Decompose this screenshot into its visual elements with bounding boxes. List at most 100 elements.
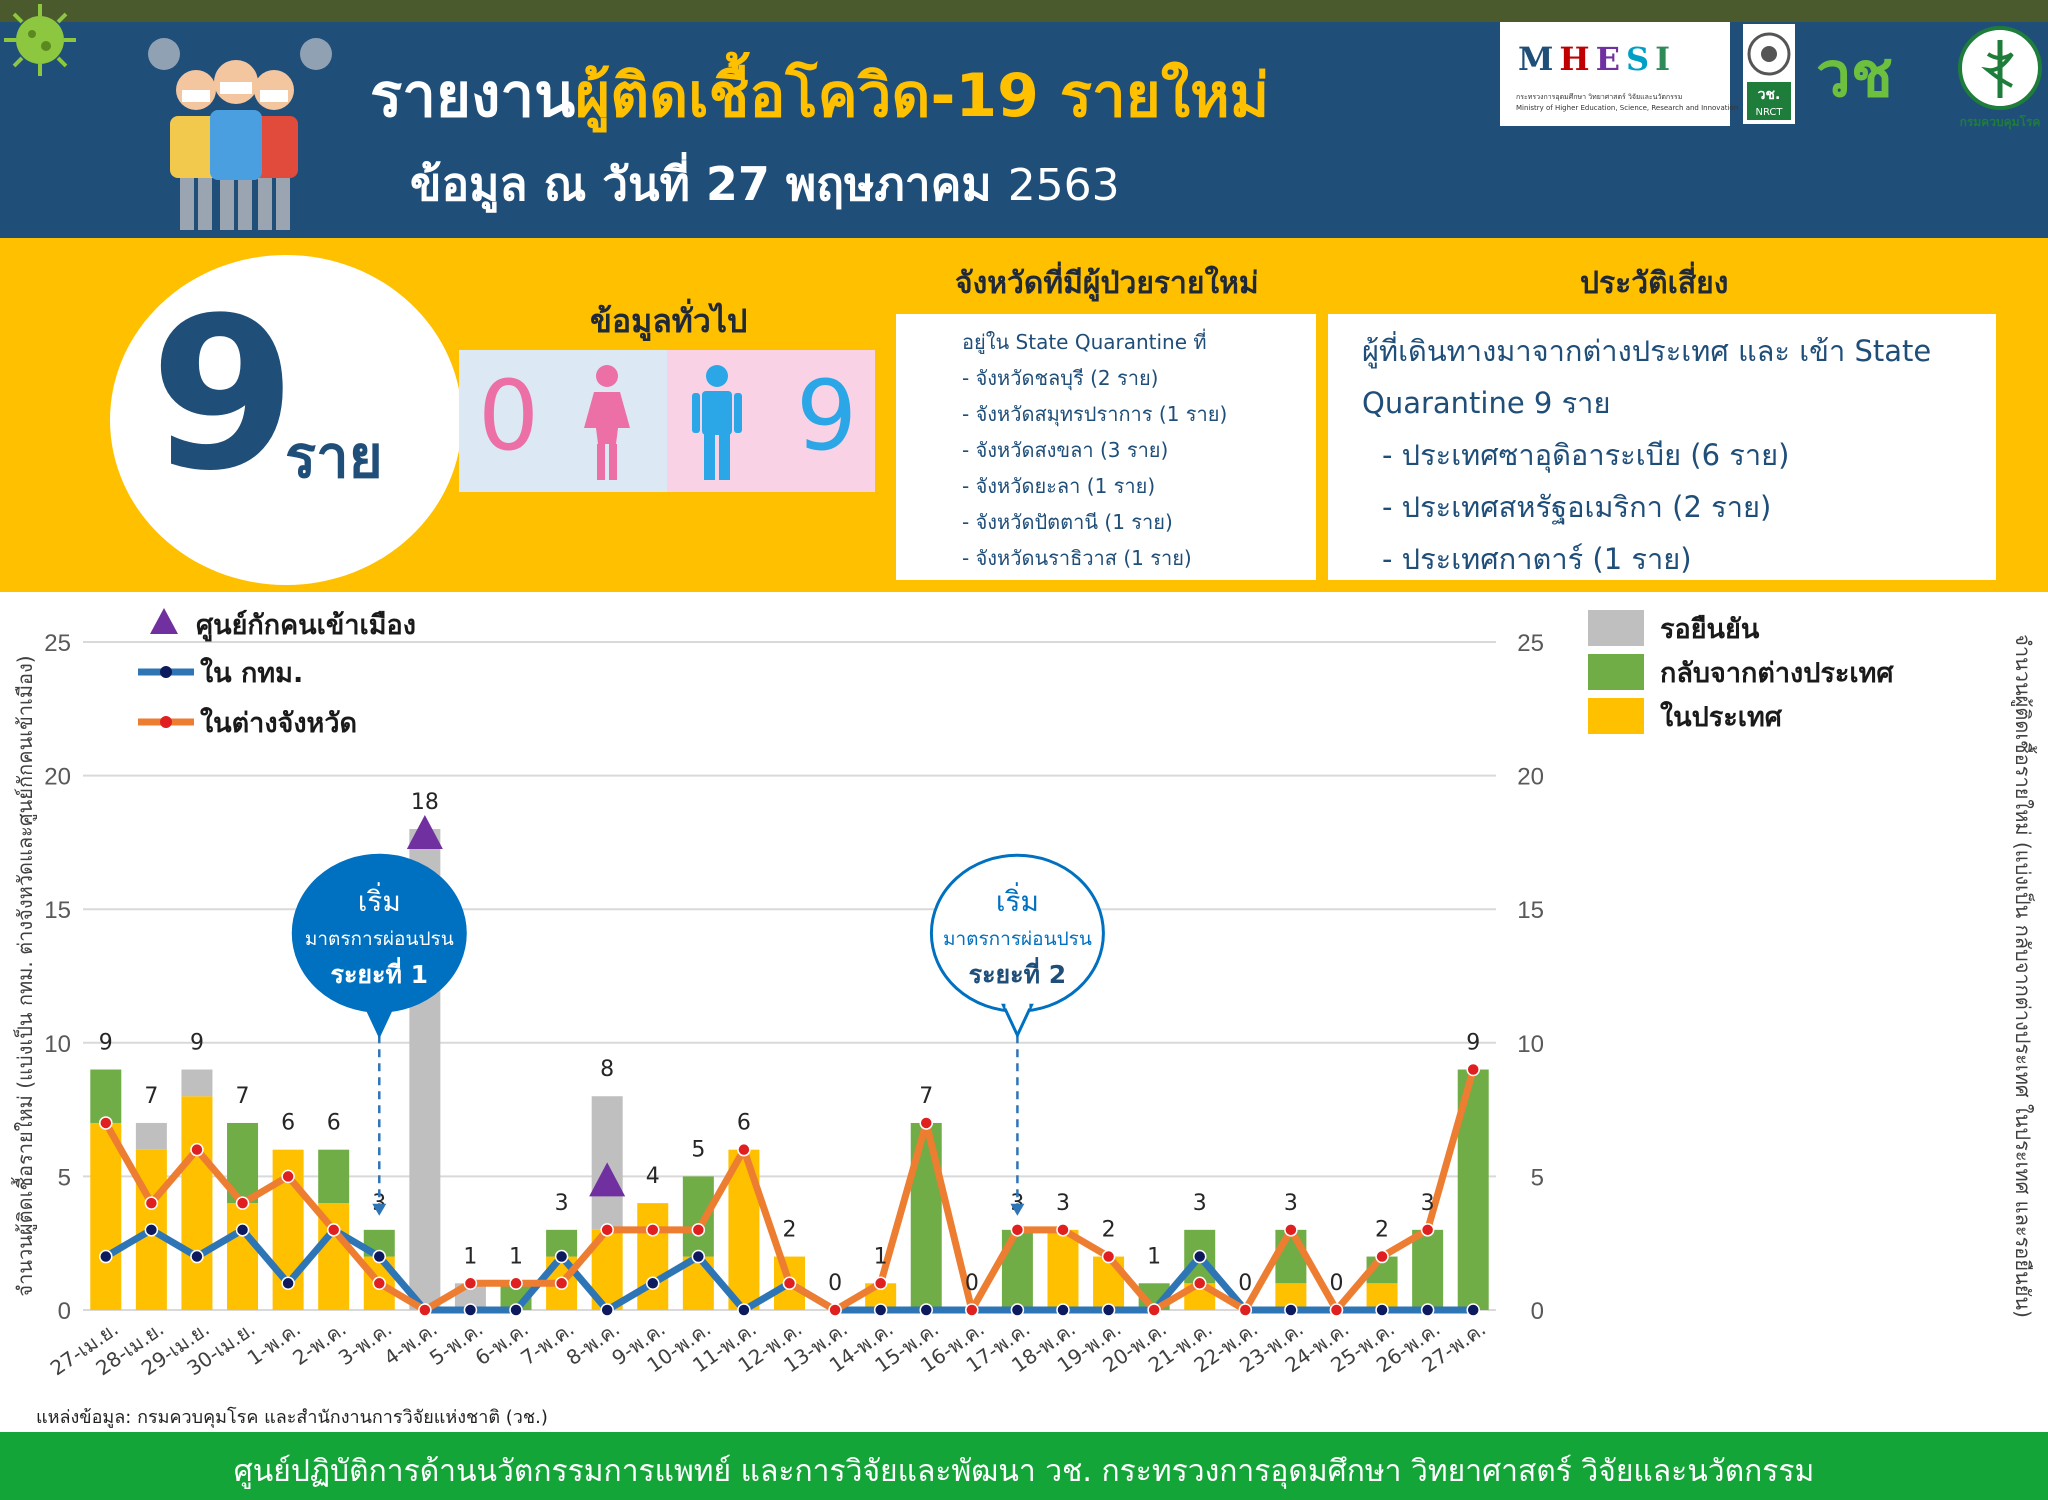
line-point bbox=[1284, 1303, 1298, 1317]
line-point bbox=[965, 1303, 979, 1317]
bar-segment bbox=[181, 1069, 213, 1097]
line-point bbox=[1010, 1303, 1025, 1317]
total-label: 5 bbox=[691, 1137, 705, 1162]
y-tick-right: 5 bbox=[1531, 1164, 1544, 1191]
total-label: 3 bbox=[1284, 1191, 1298, 1216]
y-tick-left: 15 bbox=[44, 897, 71, 924]
total-cases-number: 9 bbox=[150, 272, 297, 517]
line-point bbox=[418, 1303, 432, 1317]
bar-segment bbox=[135, 1122, 167, 1150]
line-point bbox=[600, 1303, 614, 1317]
legend-swatch bbox=[1588, 654, 1644, 690]
callout-line-1: เริ่ม bbox=[996, 882, 1039, 918]
legend-swatch bbox=[1588, 698, 1644, 734]
provinces-intro: อยู่ใน State Quarantine ที่ bbox=[962, 330, 1207, 354]
legend-triangle-icon bbox=[150, 608, 178, 634]
total-label: 3 bbox=[1193, 1191, 1207, 1216]
female-box bbox=[459, 350, 667, 492]
total-label: 1 bbox=[874, 1244, 888, 1269]
total-label: 2 bbox=[783, 1218, 797, 1243]
y-tick-left: 5 bbox=[58, 1164, 71, 1191]
total-label: 9 bbox=[190, 1031, 204, 1056]
y-tick-right: 20 bbox=[1517, 764, 1544, 791]
total-label: 1 bbox=[463, 1244, 477, 1269]
line-point bbox=[1238, 1303, 1253, 1317]
legend-label: รอยืนยัน bbox=[1660, 614, 1760, 645]
y-tick-right: 0 bbox=[1531, 1298, 1544, 1325]
total-label: 2 bbox=[1375, 1218, 1389, 1243]
total-label: 7 bbox=[236, 1084, 250, 1109]
y-tick-right: 15 bbox=[1517, 897, 1544, 924]
total-label: 8 bbox=[600, 1057, 614, 1082]
legend-label: กลับจากต่างประเทศ bbox=[1660, 658, 1894, 689]
line-point bbox=[372, 1276, 387, 1291]
line-point bbox=[235, 1223, 250, 1237]
total-label: 0 bbox=[828, 1271, 842, 1296]
provinces-title: จังหวัดที่มีผู้ป่วยรายใหม่ bbox=[955, 266, 1259, 301]
callout-line-3: ระยะที่ 2 bbox=[969, 957, 1067, 989]
line-point bbox=[463, 1303, 478, 1317]
total-label: 3 bbox=[555, 1191, 569, 1216]
line-point bbox=[144, 1223, 159, 1237]
bar-segment bbox=[1275, 1229, 1307, 1284]
mhesi-logo: MHESI กระทรวงการอุดมศึกษา วิทยาศาสตร์ วิ… bbox=[1500, 22, 1738, 126]
callout-tail bbox=[362, 1003, 396, 1039]
callout-tail bbox=[1001, 1003, 1034, 1039]
legend-label: ในประเทศ bbox=[1660, 701, 1783, 733]
male-icon bbox=[692, 365, 742, 480]
legend-label: ใน กทม. bbox=[200, 657, 303, 689]
line-point bbox=[919, 1303, 933, 1317]
line-point bbox=[691, 1249, 706, 1264]
total-label: 7 bbox=[144, 1084, 158, 1109]
moph-logo: กรมควบคุมโรค bbox=[1953, 24, 2048, 130]
series-line bbox=[102, 1068, 1477, 1314]
svg-text:วช.: วช. bbox=[1758, 87, 1781, 103]
footer-bar bbox=[0, 1432, 2048, 1500]
callout-line-3: ระยะที่ 1 bbox=[331, 957, 429, 989]
line-point bbox=[1010, 1223, 1025, 1237]
line-point bbox=[281, 1276, 295, 1291]
y-axis-title-right: จำนวนผู้ติดเชื้อรายใหม่ (แบ่งเป็น กลับจา… bbox=[2010, 634, 2037, 1318]
line-point bbox=[509, 1303, 523, 1317]
total-label: 9 bbox=[1466, 1031, 1480, 1056]
male-count: 9 bbox=[796, 360, 858, 472]
total-cases-unit: ราย bbox=[285, 423, 383, 491]
logo-group: MHESI กระทรวงการอุดมศึกษา วิทยาศาสตร์ วิ… bbox=[1500, 22, 2048, 132]
mhesi-letters: MHESI bbox=[1518, 40, 1676, 78]
line-point bbox=[1101, 1249, 1116, 1264]
legend-point-icon bbox=[160, 666, 172, 678]
line-point bbox=[1375, 1249, 1389, 1264]
line-point bbox=[1192, 1249, 1207, 1264]
line-point bbox=[873, 1303, 888, 1317]
mhesi-letter: S bbox=[1626, 40, 1656, 78]
total-label: 0 bbox=[1238, 1271, 1252, 1296]
line-point bbox=[1101, 1303, 1116, 1317]
legend-point-icon bbox=[160, 716, 172, 728]
immigration-marker bbox=[589, 1162, 626, 1197]
legend-label: ในต่างจังหวัด bbox=[200, 707, 357, 739]
svg-text:วช: วช bbox=[1816, 38, 1893, 111]
total-label: 4 bbox=[646, 1164, 660, 1189]
page-subtitle: ข้อมูล ณ วันที่ 27 พฤษภาคม 2563 bbox=[410, 157, 1120, 211]
total-label: 3 bbox=[1421, 1191, 1435, 1216]
line-point bbox=[281, 1169, 295, 1184]
line-point bbox=[1147, 1303, 1161, 1317]
province-item: - จังหวัดยะลา (1 ราย) bbox=[962, 474, 1156, 498]
line-point bbox=[873, 1276, 888, 1291]
province-item: - จังหวัดปัตตานี (1 ราย) bbox=[962, 510, 1173, 534]
risk-item: - ประเทศสหรัฐอเมริกา (2 ราย) bbox=[1382, 490, 1772, 524]
y-tick-left: 20 bbox=[44, 764, 71, 791]
line-point bbox=[99, 1249, 113, 1264]
total-label: 7 bbox=[919, 1084, 933, 1109]
total-label: 9 bbox=[99, 1031, 113, 1056]
total-label: 1 bbox=[509, 1244, 523, 1269]
line-point bbox=[190, 1249, 204, 1264]
total-label: 1 bbox=[1147, 1244, 1161, 1269]
source-note: แหล่งข้อมูล: กรมควบคุมโรค และสำนักงานการ… bbox=[36, 1407, 548, 1428]
bar-segment bbox=[90, 1069, 122, 1123]
female-icon bbox=[584, 365, 630, 480]
female-count: 0 bbox=[478, 360, 540, 472]
svg-text:กรมควบคุมโรค: กรมควบคุมโรค bbox=[1960, 114, 2041, 130]
line-point bbox=[235, 1196, 250, 1210]
risk-item: - ประเทศกาตาร์ (1 ราย) bbox=[1382, 542, 1692, 576]
